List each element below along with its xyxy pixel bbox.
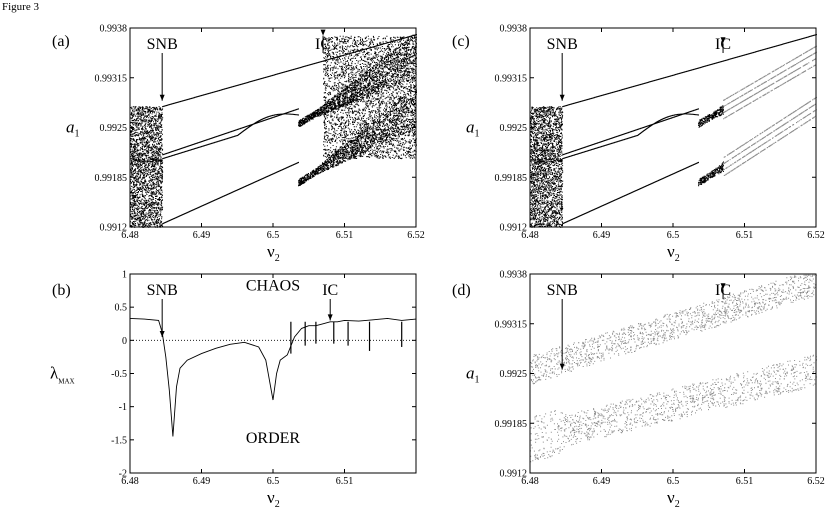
chart-panel-a: 6.48 6.49 6.5 6.51 6.52 0.9912 0.99185 0.9925 0.… [52,24,425,265]
y-tick-label: -1.5 [111,435,127,446]
y-axis-label: a1 [466,118,480,140]
x-axis-label: ν2 [267,242,280,264]
annotation-label: IC [322,282,338,299]
x-tick-label: 6.5 [267,230,280,241]
panel-label: (c) [452,33,470,50]
y-tick-label: 0.9938 [500,24,528,35]
y-tick-label: 0.99185 [495,419,528,430]
y-axis-label: a1 [66,118,80,140]
bifurcation-points [130,34,417,228]
annotation-label: ORDER [246,430,301,447]
y-tick-label: 0.5 [115,303,128,314]
y-tick-label: 0.99315 [95,73,128,84]
x-tick-label: 6.51 [336,230,354,241]
annotation-label: SNB [547,36,578,53]
plot-frame [529,273,817,474]
annotation-arrowhead [720,37,726,44]
y-tick-label: 0.99185 [495,173,528,184]
x-tick-label: 6.49 [593,230,611,241]
y-tick-label: 0.9925 [500,123,528,134]
bifurcation-points [530,274,817,463]
y-axis-label: a1 [466,364,480,386]
x-tick-label: 6.51 [736,230,754,241]
bifurcation-points [723,45,817,177]
y-tick-label: 0.9938 [500,270,528,281]
panel-label: (b) [52,282,71,299]
chart-panel-b: 6.48 6.49 6.5 6.51 -2 -1.5 -1 -0.5 0 0.5 1 (b) ν2 λMA… [50,270,417,510]
chart-panel-d: 6.48 6.49 6.5 6.51 6.52 0.9912 0.99185 0.9925 0.… [452,270,825,511]
y-axis-label: λMAX [50,364,75,386]
x-axis-label: ν2 [267,488,280,510]
y-tick-label: 0.9912 [500,223,528,234]
y-tick-label: -0.5 [111,369,127,380]
figure-title: Figure 3 [2,1,39,13]
y-tick-label: 0.9925 [100,123,128,134]
x-tick-label: 6.49 [593,476,611,487]
panel-label: (a) [52,33,70,50]
x-axis-label: ν2 [667,242,680,264]
annotation-label: CHAOS [246,278,300,295]
plot-frame [529,27,817,228]
x-tick-label: 6.48 [521,476,539,487]
x-tick-label: 6.48 [521,230,539,241]
annotation-arrowhead [559,363,565,370]
x-tick-label: 6.49 [193,476,211,487]
y-tick-label: 1 [122,270,127,281]
y-tick-label: 0.9925 [500,369,528,380]
x-tick-label: 6.48 [121,230,139,241]
lyapunov-line [129,317,417,437]
chart-panel-c: 6.48 6.49 6.5 6.51 6.52 0.9912 0.99185 0.9925 0.… [452,24,825,265]
y-tick-label: 0.9938 [100,24,128,35]
annotation-arrowhead [159,331,165,338]
x-tick-label: 6.5 [667,230,680,241]
x-tick-label: 6.51 [336,476,354,487]
annotation-arrowhead [320,29,326,36]
x-tick-label: 6.5 [267,476,280,487]
annotation-arrowhead [327,314,333,321]
x-axis-label: ν2 [667,488,680,510]
annotation-arrowhead [159,94,165,101]
annotation-label: SNB [147,36,178,53]
annotation-label: SNB [547,282,578,299]
y-tick-label: 0.99185 [95,173,128,184]
y-tick-label: 0 [122,336,127,347]
x-tick-label: 6.52 [807,476,825,487]
y-tick-label: -1 [119,402,127,413]
annotation-arrowhead [720,283,726,290]
annotation-label: SNB [147,282,178,299]
annotation-arrowhead [559,94,565,101]
y-tick-label: 0.9912 [100,223,128,234]
x-tick-label: 6.52 [807,230,825,241]
x-tick-label: 6.52 [407,230,425,241]
y-tick-label: 0.99315 [495,73,528,84]
y-tick-label: 0.9912 [500,469,528,480]
panel-label: (d) [452,282,471,299]
y-tick-label: -2 [119,469,127,480]
x-tick-label: 6.49 [193,230,211,241]
x-tick-label: 6.48 [121,476,139,487]
x-tick-label: 6.5 [667,476,680,487]
y-tick-label: 0.99315 [495,319,528,330]
x-tick-label: 6.51 [736,476,754,487]
